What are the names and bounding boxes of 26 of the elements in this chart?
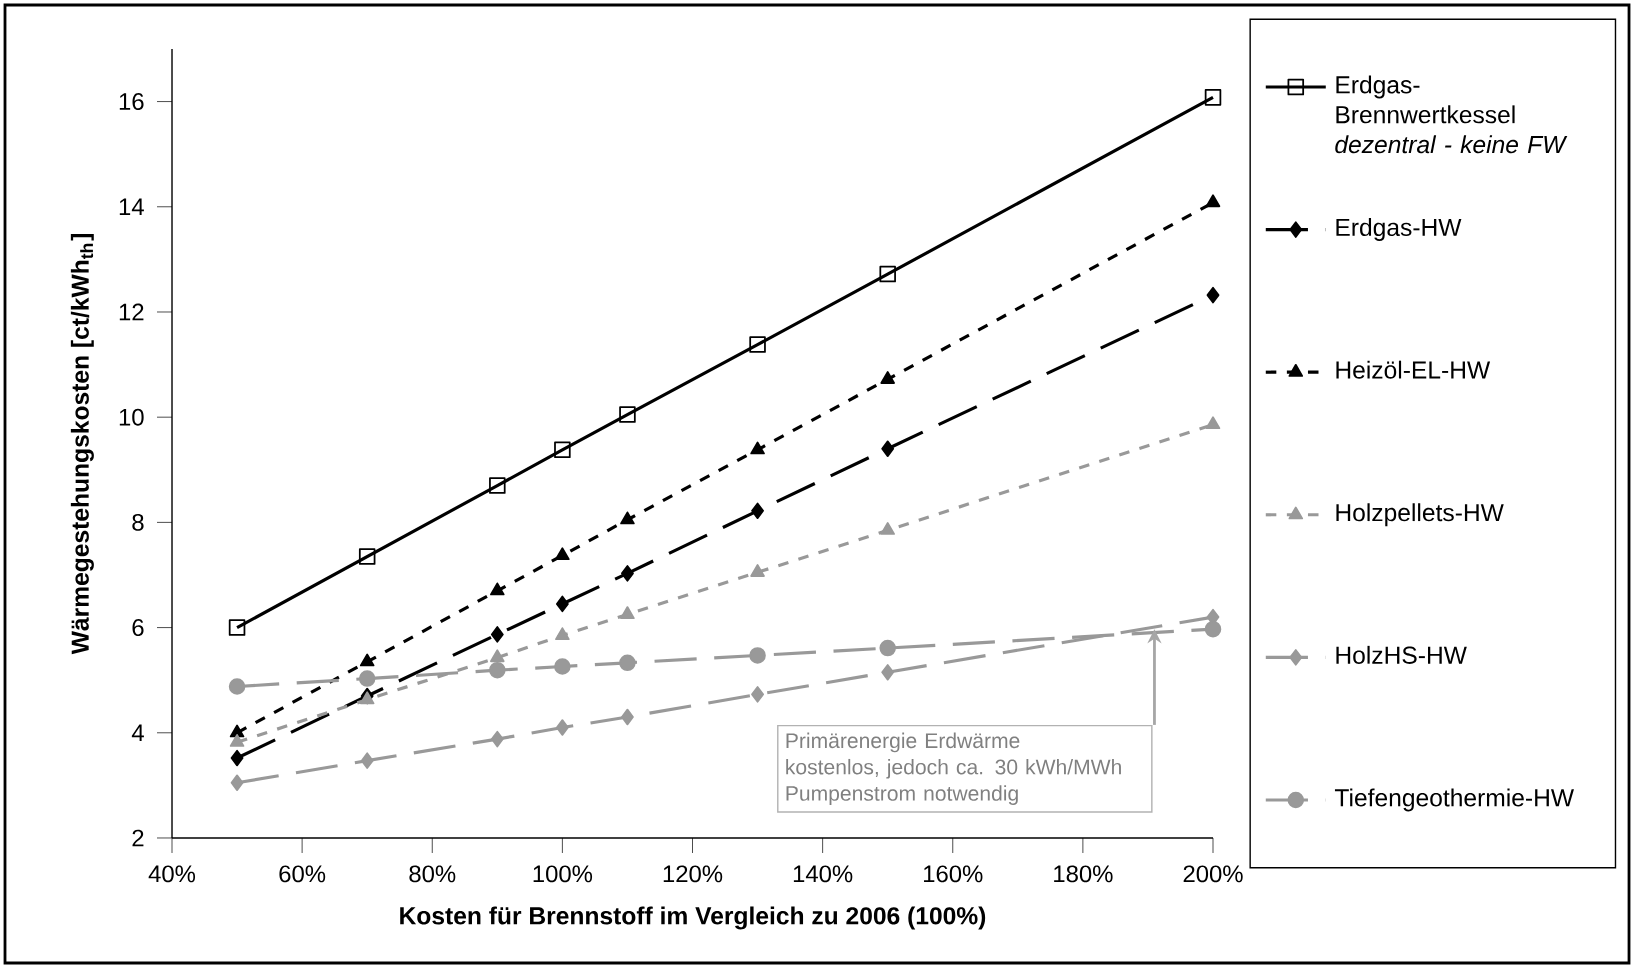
- y-tick-label: 14: [119, 198, 144, 215]
- legend-label: Tiefengeothermie-HW: [1334, 788, 1574, 812]
- y-tick-label: 4: [131, 724, 144, 742]
- y-tick-label: 12: [119, 303, 144, 321]
- y-tick-label: 8: [132, 513, 144, 531]
- y-axis-title: Wärmegestehungskosten [ct/kWh$_{th}$]: [70, 234, 94, 655]
- x-tick-label: 180%: [1054, 865, 1113, 883]
- legend-label: Holzpellets-HW: [1336, 503, 1504, 527]
- x-tick-label: 60%: [279, 865, 326, 883]
- x-tick-label: 200%: [1183, 865, 1243, 883]
- annotation: Primärenergie Erdwärme kostenlos, jedoch ca. 30 kWh/MWh Pumpenstrom notwendig: [786, 732, 1121, 805]
- x-tick-label: 120%: [663, 865, 723, 883]
- x-tick-label: 100%: [533, 865, 593, 883]
- y-tick-label: 2: [132, 829, 144, 847]
- legend-label: Erdgas-HW: [1336, 218, 1462, 241]
- x-tick-label: 160%: [924, 865, 983, 883]
- x-axis-title: Kosten für Brennstoff im Vergleich zu 2006 (100%): [400, 906, 986, 930]
- legend-label: Erdgas-Brennwertkessel dezentral - keine FW: [1335, 75, 1568, 154]
- y-tick-label: 6: [132, 619, 144, 637]
- y-tick-label: 10: [119, 408, 144, 426]
- legend-label: HolzHS-HW: [1336, 645, 1467, 664]
- x-tick-label: 40%: [148, 865, 196, 883]
- legend-label: Heizöl-EL-HW: [1336, 360, 1491, 379]
- y-tick-label: 16: [119, 93, 144, 111]
- x-tick-label: 140%: [793, 865, 853, 883]
- x-tick-label: 80%: [409, 865, 456, 883]
